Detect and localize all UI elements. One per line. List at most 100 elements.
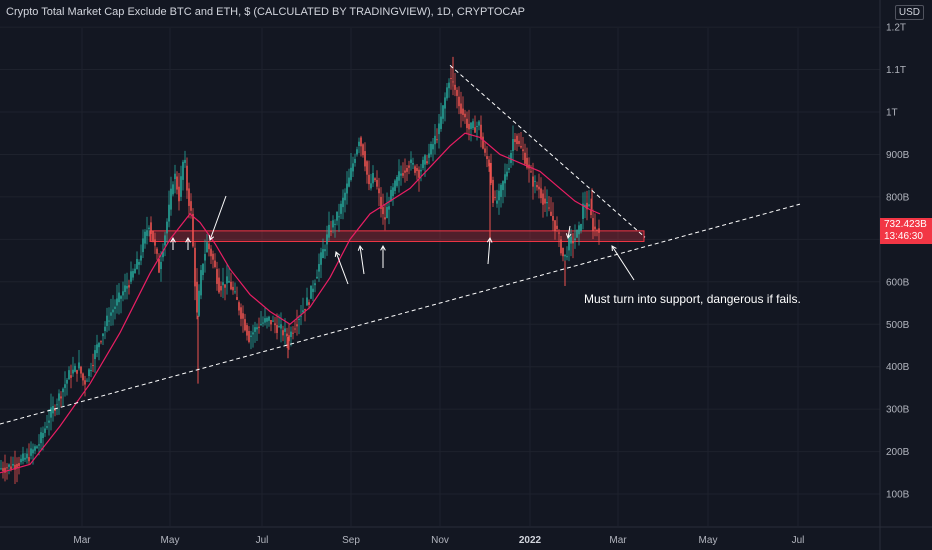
candle-body xyxy=(356,149,358,155)
candle-body xyxy=(286,333,288,337)
y-tick-label: 900B xyxy=(886,150,910,161)
candle-body xyxy=(274,323,276,326)
candle-body xyxy=(172,184,174,195)
candle-body xyxy=(566,256,568,258)
candle-body xyxy=(152,230,154,242)
arrow-drawing xyxy=(565,225,572,240)
candle-body xyxy=(222,282,224,286)
candle-body xyxy=(100,341,102,343)
candle-body xyxy=(290,331,292,337)
candle-body xyxy=(568,237,570,251)
candle-body xyxy=(202,263,204,276)
candle-body xyxy=(394,180,396,191)
candle-body xyxy=(408,165,410,168)
candle-body xyxy=(372,173,374,184)
candle-body xyxy=(594,226,596,230)
candle-body xyxy=(258,326,260,328)
annotation-text: Must turn into support, dangerous if fai… xyxy=(584,292,801,306)
candle-body xyxy=(190,201,192,211)
candle-body xyxy=(358,141,360,146)
candle-body xyxy=(522,149,524,152)
candle-body xyxy=(402,173,404,176)
candle-body xyxy=(384,217,386,220)
arrow-head xyxy=(565,233,572,240)
candle-body xyxy=(234,291,236,293)
trend-lines xyxy=(0,64,801,425)
candle-body xyxy=(494,196,496,198)
candle-body xyxy=(354,158,356,163)
candle-body xyxy=(154,239,156,246)
candle-body xyxy=(122,291,124,296)
candle-body xyxy=(510,152,512,163)
arrow-drawing xyxy=(357,244,365,275)
candle-body xyxy=(34,446,36,451)
candle-body xyxy=(404,170,406,173)
candle-body xyxy=(102,333,104,337)
candle-body xyxy=(294,328,296,330)
y-tick-label: 100B xyxy=(886,490,910,501)
candle-body xyxy=(554,220,556,232)
candle-body xyxy=(144,231,146,244)
moving-average xyxy=(0,132,601,474)
candle-body xyxy=(346,183,348,194)
candle-body xyxy=(370,183,372,189)
arrow-shaft xyxy=(209,195,227,241)
candle-body xyxy=(420,169,422,172)
support-zone-rect xyxy=(149,230,645,242)
arrows xyxy=(170,195,635,285)
candle-body xyxy=(434,135,436,145)
candle-body xyxy=(438,123,440,135)
candle-body xyxy=(166,221,168,234)
candle-body xyxy=(296,324,298,327)
candle-body xyxy=(318,264,320,272)
candle-body xyxy=(276,325,278,333)
candle-body xyxy=(302,310,304,313)
y-tick-label: 1T xyxy=(886,108,898,119)
candle-body xyxy=(130,271,132,282)
candle-body xyxy=(362,144,364,156)
candle-body xyxy=(28,457,30,462)
candle-body xyxy=(558,232,560,234)
candle-body xyxy=(476,125,478,127)
candle-body xyxy=(262,322,264,324)
arrow-drawing xyxy=(185,236,191,250)
candle-body xyxy=(196,281,198,313)
candle-body xyxy=(180,176,182,197)
candle-body xyxy=(62,388,64,393)
candle-body xyxy=(282,330,284,336)
candle-body xyxy=(590,209,592,216)
candle-body xyxy=(188,188,190,206)
candle-body xyxy=(118,292,120,303)
candle-body xyxy=(140,255,142,261)
currency-button[interactable]: USD xyxy=(894,5,924,20)
candle-body xyxy=(120,296,122,299)
candle-body xyxy=(490,162,492,184)
candle-body xyxy=(340,203,342,214)
candle-body xyxy=(312,288,314,292)
y-tick-label: 600B xyxy=(886,277,910,288)
candle-body xyxy=(58,393,60,401)
candle-body xyxy=(560,239,562,254)
last-price-value: 732.423B xyxy=(884,219,927,230)
candle-body xyxy=(142,238,144,253)
candle-body xyxy=(10,466,12,469)
candle-body xyxy=(110,312,112,316)
y-tick-label: 1.2T xyxy=(886,23,906,34)
candle-body xyxy=(14,464,16,470)
candle-body xyxy=(198,290,200,316)
candle-body xyxy=(56,404,58,406)
arrow-drawing xyxy=(334,251,349,285)
candle-body xyxy=(586,202,588,210)
candle-body xyxy=(550,211,552,216)
candle-body xyxy=(342,197,344,208)
candle-body xyxy=(132,271,134,278)
candle-body xyxy=(454,84,456,90)
candle-body xyxy=(456,89,458,96)
candle-body xyxy=(178,186,180,202)
candle-body xyxy=(598,228,600,233)
candle-body xyxy=(406,168,408,172)
candle-body xyxy=(442,105,444,119)
candle-body xyxy=(8,464,10,467)
candle-body xyxy=(266,317,268,322)
